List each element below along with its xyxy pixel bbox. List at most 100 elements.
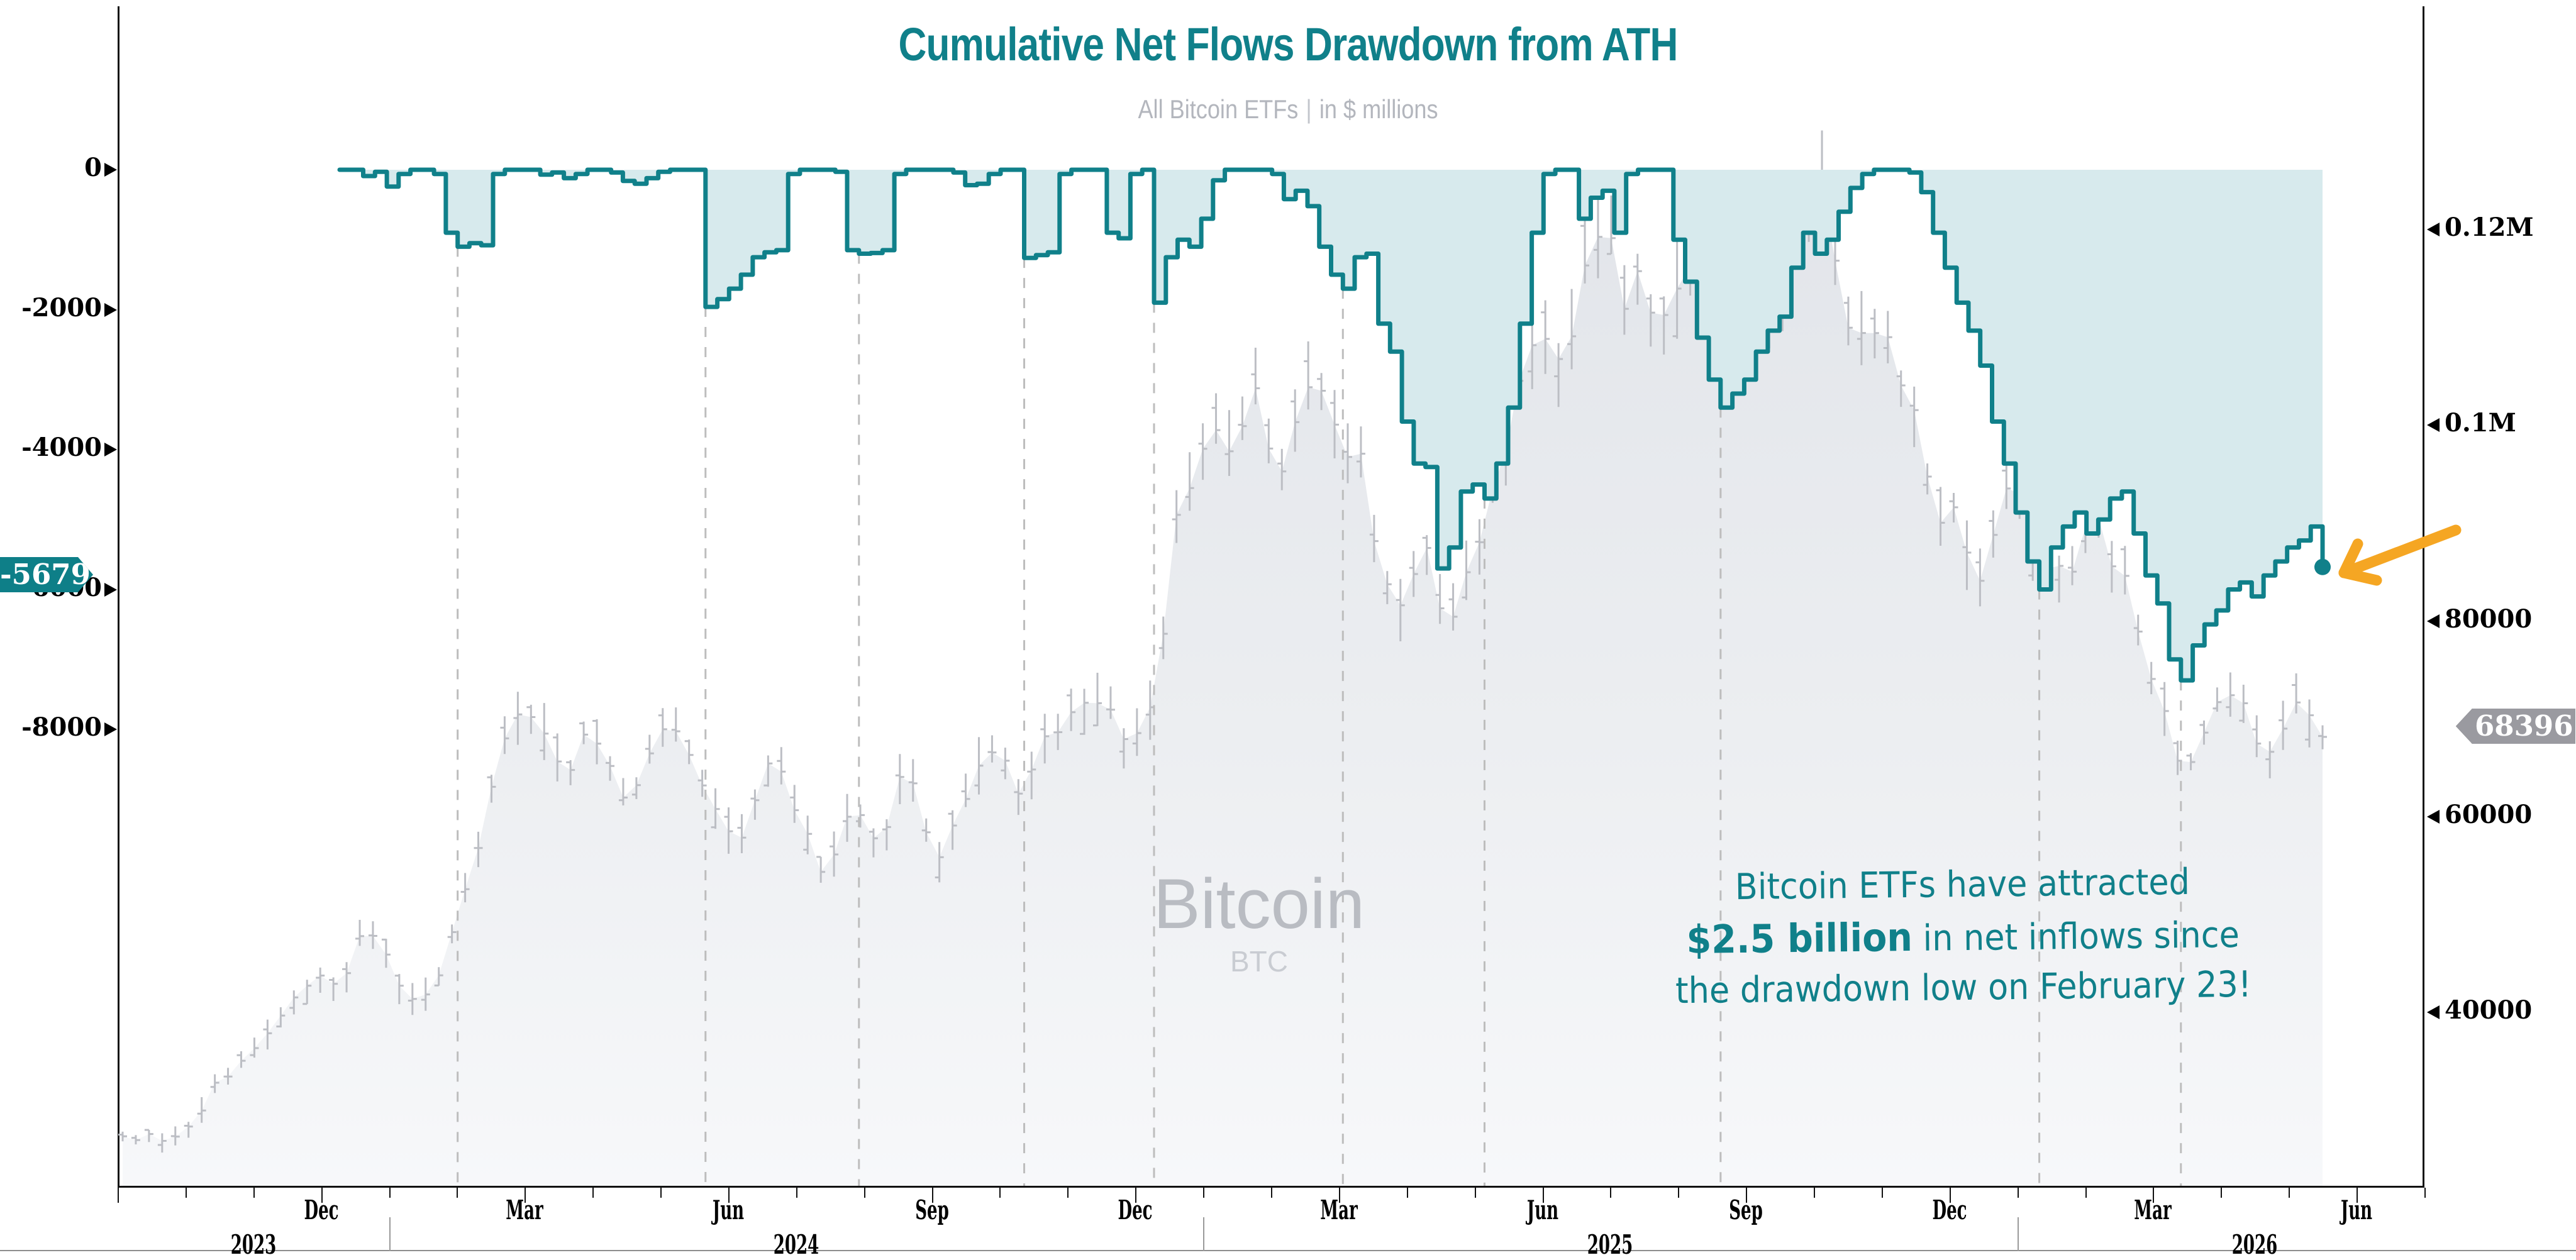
watermark-ticker: BTC [1230,945,1288,978]
price-ohlc-bar [355,920,365,946]
subtitle-right: in $ millions [1319,94,1438,124]
price-ohlc-bar [1106,686,1115,719]
y-right-tick-label: 60000 [2445,799,2533,829]
price-ohlc-bar [2226,672,2235,717]
price-ohlc-bar [1541,300,1550,374]
price-ohlc-bar [1040,714,1050,764]
price-ohlc-bar [2292,673,2301,714]
price-ohlc-bar [1172,490,1181,543]
x-axis-minor-tick [253,1188,255,1198]
y-right-tick-arrow-icon [2427,223,2440,236]
x-axis-month-label: Jun [712,1195,745,1225]
annotation-line-1: Bitcoin ETFs have attracted [1735,861,2190,909]
price-ohlc-bar [724,807,733,854]
price-ohlc-bar [2120,546,2129,595]
x-axis-minor-tick [389,1188,391,1198]
x-axis-line [118,1186,2424,1188]
price-ohlc-bar [394,974,404,1005]
price-ohlc-bar [1067,688,1076,731]
orange-arrow-icon [2338,524,2462,586]
x-axis-month-label: Sep [1729,1195,1763,1225]
y-left-tick-arrow-icon [104,582,117,597]
price-ohlc-bar [197,1097,206,1123]
price-ohlc-bar [500,716,509,754]
price-ohlc-bar [2252,715,2262,758]
bitcoin-price-area [123,185,2323,1186]
price-ohlc-bar [1448,583,1458,631]
price-ohlc-bar [289,990,299,1015]
drawdown-line [337,167,2325,683]
price-ohlc-bar [1001,748,1010,780]
subtitle-left: All Bitcoin ETFs [1138,94,1299,124]
x-axis-year-separator [2017,1217,2019,1251]
x-axis-minor-tick [321,1188,323,1203]
price-ohlc-bar [1093,673,1102,727]
price-ohlc-bar [1475,519,1484,575]
price-ohlc-bar [803,815,813,854]
price-ohlc-bar [1330,390,1340,458]
x-axis-minor-tick [118,1188,119,1203]
price-ohlc-bar [553,733,562,782]
x-axis-minor-tick [457,1188,458,1198]
x-axis-minor-tick [1474,1188,1476,1198]
x-axis-minor-tick [931,1188,933,1203]
price-ohlc-bar [276,1007,286,1028]
x-axis-minor-tick [1203,1188,1205,1198]
x-axis-minor-tick [796,1188,797,1198]
price-ohlc-bar [790,785,799,823]
annotation-amount: $2.5 billion [1686,914,1913,963]
price-ohlc-bar [645,734,654,764]
x-axis-year-separator [389,1217,391,1251]
price-value-badge[interactable]: 68396 [2456,709,2575,744]
price-ohlc-bar [711,788,720,829]
x-axis-minor-tick [863,1188,865,1198]
price-ohlc-bar [1883,311,1892,363]
x-axis-minor-tick [1678,1188,1680,1198]
price-ohlc-bar [460,873,470,903]
price-ohlc-bar [1343,423,1352,484]
price-ohlc-bar [368,921,377,949]
price-ohlc-bar [1462,540,1471,600]
x-axis-minor-tick [2085,1188,2087,1198]
price-ohlc-bar [1936,487,1945,546]
price-ohlc-bar [592,719,602,765]
annotation-callout: Bitcoin ETFs have attracted $2.5 billion… [1621,856,2305,1017]
x-axis-month-label: Mar [1320,1195,1358,1225]
price-ohlc-bar [1132,708,1141,756]
watermark-name: Bitcoin [1153,865,1365,943]
price-ohlc-bar [2068,546,2077,585]
x-axis-minor-tick [2289,1188,2290,1198]
price-ohlc-bar [223,1068,233,1085]
x-axis-month-label: Jun [2341,1195,2373,1225]
x-axis-minor-tick [1814,1188,1816,1198]
drawdown-end-point [2314,558,2331,575]
price-ohlc-bar [250,1037,259,1058]
price-ohlc-bar [1211,393,1221,444]
x-axis-month-label: Mar [506,1195,543,1225]
x-axis-minor-tick [1542,1188,1544,1203]
price-ohlc-bar [684,739,694,765]
price-ohlc-bar [540,703,549,760]
y-right-tick-label: 0.1M [2445,408,2516,438]
x-axis-year-separator [1203,1217,1205,1251]
price-ohlc-bar [2146,661,2156,695]
price-ohlc-bar [2173,741,2182,775]
price-ohlc-bar [1435,574,1445,624]
price-ohlc-bar [2133,614,2143,646]
y-left-tick-arrow-icon [104,443,117,456]
price-ohlc-bar [935,842,944,883]
x-axis-minor-tick [2017,1188,2019,1198]
price-ohlc-bar [1014,779,1023,815]
price-ohlc-bar [2107,541,2116,593]
y-axis-right-line [2423,6,2424,1187]
price-ohlc-bar [1923,463,1932,495]
x-axis-minor-tick [1406,1188,1408,1198]
price-ohlc-bar [2055,555,2064,603]
drawdown-value-badge[interactable]: -5679 [0,557,93,592]
price-ohlc-bar [777,747,786,785]
x-axis-year-label: 2023 [230,1229,276,1260]
x-axis-minor-tick [728,1188,730,1203]
price-ohlc-bar [987,735,997,763]
price-ohlc-bar [1896,370,1906,407]
